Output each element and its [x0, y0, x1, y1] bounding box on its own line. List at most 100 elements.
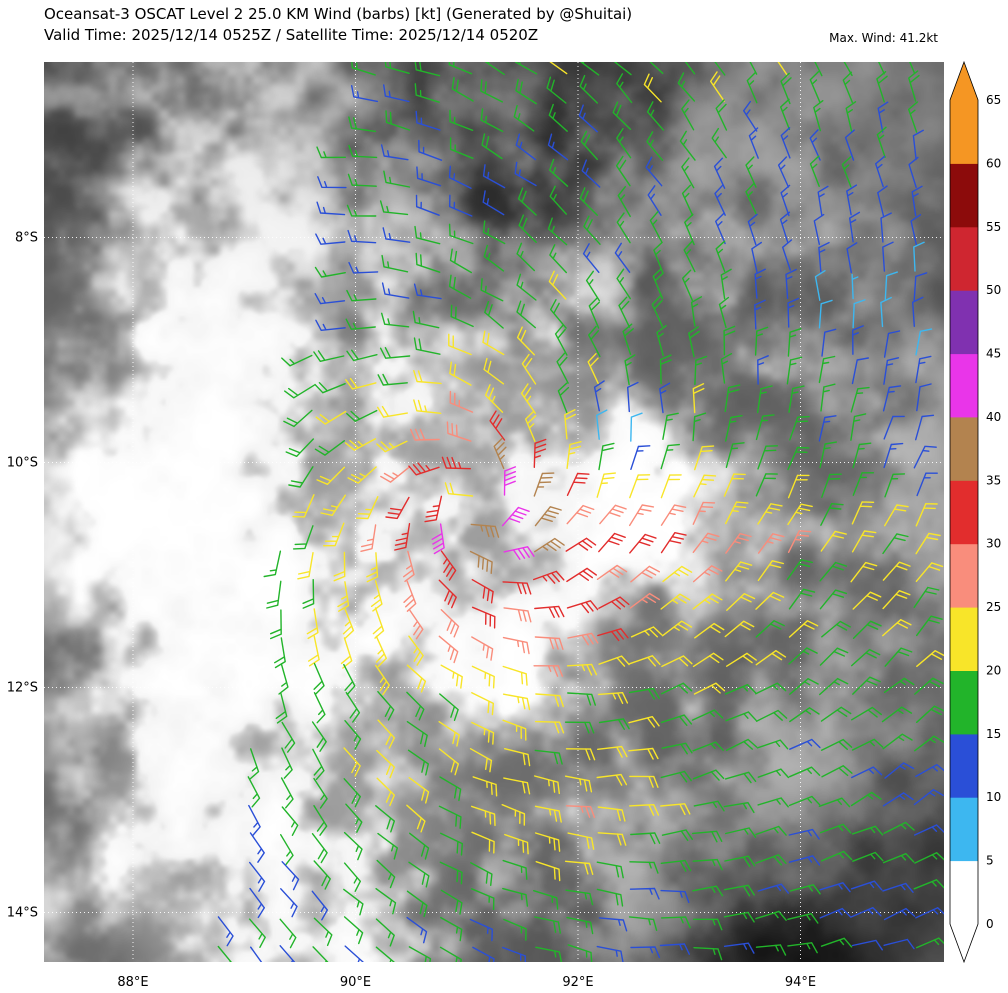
- wind-barb: [629, 804, 660, 816]
- wind-barb: [746, 71, 758, 104]
- wind-barb: [438, 635, 459, 664]
- colorbar-tick-label: 10: [986, 790, 1001, 804]
- wind-barb: [355, 496, 379, 520]
- wind-barb: [652, 267, 664, 300]
- wind-barb: [777, 156, 790, 188]
- wind-barb: [725, 561, 753, 582]
- wind-barb: [787, 503, 813, 526]
- wind-barb: [503, 466, 516, 496]
- wind-barb: [534, 720, 565, 734]
- wind-barb: [549, 244, 567, 274]
- wind-barb: [484, 301, 504, 329]
- wind-barb: [788, 620, 819, 638]
- wind-barb: [482, 220, 506, 245]
- wind-barb: [288, 466, 314, 488]
- wind-barb: [883, 415, 905, 440]
- wind-barb: [723, 942, 755, 954]
- wind-barb: [814, 270, 826, 301]
- wind-barb: [343, 663, 356, 696]
- wind-barb: [471, 692, 494, 716]
- wind-barb: [916, 472, 938, 497]
- wind-barb: [379, 347, 411, 359]
- wind-barb: [821, 473, 842, 498]
- wind-barb: [724, 684, 757, 695]
- wind-barb: [915, 414, 935, 441]
- wind-barb: [884, 504, 909, 527]
- wind-barb: [630, 626, 663, 638]
- wind-barb: [598, 655, 630, 667]
- wind-barb: [851, 766, 883, 779]
- wind-barb: [809, 71, 821, 103]
- wind-barb: [913, 789, 944, 806]
- wind-barb: [313, 860, 331, 890]
- wind-barb: [360, 524, 377, 552]
- wind-barb: [780, 184, 791, 217]
- wind-barb: [448, 223, 474, 245]
- wind-barb: [882, 385, 902, 412]
- wind-barb: [884, 271, 898, 301]
- wind-barb: [440, 664, 463, 689]
- wind-barb: [809, 155, 820, 187]
- wind-barb: [724, 620, 755, 638]
- wind-barb: [777, 62, 789, 77]
- wind-barb: [725, 415, 743, 442]
- wind-barb: [470, 523, 500, 538]
- wind-barb: [502, 581, 532, 595]
- wind-barb: [533, 665, 564, 677]
- wind-barb: [813, 213, 825, 245]
- wind-barb: [597, 692, 629, 704]
- colorbar-segment: [950, 163, 978, 228]
- wind-barb: [448, 165, 472, 189]
- wind-barb: [482, 190, 505, 216]
- wind-barb: [249, 748, 260, 780]
- wind-barb: [684, 62, 696, 75]
- wind-barb: [851, 357, 869, 385]
- wind-barb: [217, 945, 232, 962]
- wind-barb: [556, 352, 569, 384]
- wind-barb: [377, 373, 408, 386]
- wind-barb: [340, 637, 353, 669]
- wind-barb: [819, 677, 849, 696]
- wind-barb: [375, 888, 397, 915]
- wind-barb: [628, 716, 660, 728]
- wind-barb: [724, 855, 756, 868]
- wind-barb: [283, 409, 313, 428]
- wind-barb: [843, 62, 853, 77]
- wind-barb: [406, 691, 425, 721]
- wind-barb: [534, 916, 561, 934]
- wind-barb: [549, 185, 567, 215]
- wind-barb: [333, 551, 346, 582]
- wind-barb: [308, 635, 320, 667]
- wind-barb: [693, 947, 723, 961]
- wind-barb: [694, 622, 725, 639]
- colorbar-tick-label: 0: [986, 917, 994, 931]
- wind-barb: [788, 588, 816, 610]
- wind-barb: [757, 533, 785, 554]
- wind-barb: [852, 676, 881, 695]
- wind-barb: [852, 472, 875, 496]
- wind-barb: [725, 711, 757, 722]
- colorbar-segment: [950, 226, 978, 291]
- wind-barb: [597, 628, 629, 642]
- wind-barb: [820, 503, 844, 526]
- max-wind-label: Max. Wind: 41.2kt: [829, 31, 938, 45]
- wind-barb: [503, 918, 527, 941]
- wind-barb: [818, 797, 851, 808]
- wind-barb: [566, 567, 597, 583]
- colorbar-segment: [950, 733, 978, 798]
- wind-barb: [274, 637, 286, 669]
- wind-barb: [440, 609, 460, 638]
- wind-barb: [882, 561, 911, 581]
- wind-barb: [345, 803, 363, 833]
- wind-barb: [884, 647, 913, 667]
- wind-barb: [315, 410, 347, 425]
- wind-barb: [375, 664, 390, 696]
- wind-barb: [616, 73, 633, 104]
- wind-barb: [692, 412, 707, 442]
- wind-barb: [692, 918, 723, 931]
- wind-barb: [616, 127, 632, 159]
- wind-barb: [710, 71, 725, 102]
- wind-barb: [440, 916, 463, 942]
- wind-barb: [502, 636, 530, 655]
- wind-barb: [659, 943, 690, 955]
